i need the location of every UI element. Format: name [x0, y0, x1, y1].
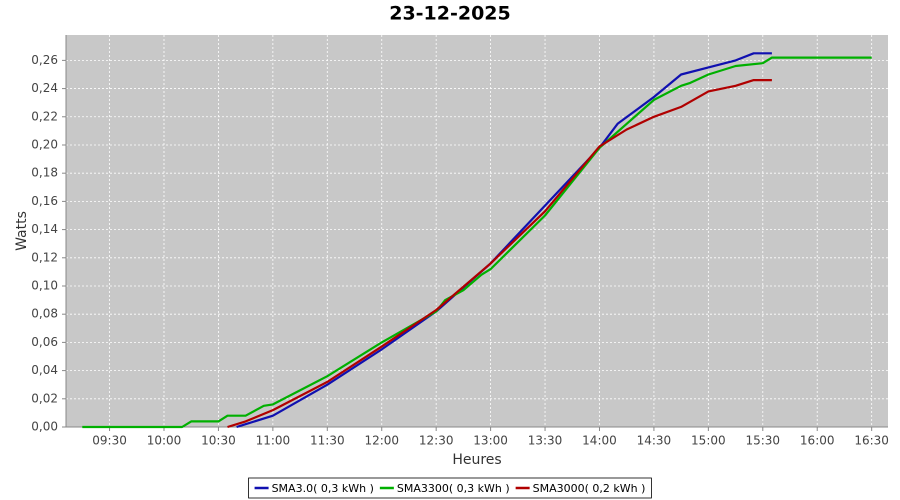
- x-tick-label: 14:30: [637, 434, 672, 448]
- x-tick-label: 16:30: [854, 434, 889, 448]
- y-tick-label: 0,22: [31, 109, 58, 123]
- x-tick-label: 09:30: [92, 434, 127, 448]
- x-tick-label: 14:00: [582, 434, 617, 448]
- y-tick-label: 0,18: [31, 166, 58, 180]
- plot-area: [66, 35, 888, 427]
- y-tick-label: 0,00: [31, 420, 58, 434]
- y-tick-label: 0,10: [31, 278, 58, 292]
- legend-label: SMA3300( 0,3 kWh ): [397, 482, 510, 495]
- x-tick-label: 15:00: [691, 434, 726, 448]
- x-tick-label: 16:00: [800, 434, 835, 448]
- y-tick-label: 0,16: [31, 194, 58, 208]
- x-tick-label: 11:00: [256, 434, 291, 448]
- y-tick-label: 0,14: [31, 222, 58, 236]
- x-tick-label: 10:00: [147, 434, 182, 448]
- y-tick-label: 0,20: [31, 137, 58, 151]
- y-axis-label: Watts: [14, 211, 30, 251]
- x-tick-label: 12:00: [364, 434, 399, 448]
- legend-items: SMA3.0( 0,3 kWh ) SMA3300( 0,3 kWh ) SMA30…: [254, 482, 646, 495]
- y-tick-label: 0,02: [31, 391, 58, 405]
- x-tick-label: 13:30: [528, 434, 563, 448]
- legend-label: SMA3.0( 0,3 kWh ): [272, 482, 374, 495]
- series-line: [227, 79, 772, 429]
- chart-title: 23-12-2025: [389, 3, 511, 25]
- legend-label: SMA3000( 0,2 kWh ): [533, 482, 646, 495]
- x-tick-label: 10:30: [201, 434, 236, 448]
- y-tick-label: 0,08: [31, 307, 58, 321]
- y-tick-label: 0,06: [31, 335, 58, 349]
- series-line: [236, 52, 772, 429]
- x-tick-label: 15:30: [745, 434, 780, 448]
- y-tick-label: 0,04: [31, 363, 58, 377]
- series-line: [82, 56, 872, 429]
- y-tick-label: 0,12: [31, 250, 58, 264]
- x-axis-label: Heures: [452, 452, 501, 468]
- x-tick-label: 13:00: [473, 434, 508, 448]
- legend: [248, 477, 652, 499]
- y-tick-label: 0,24: [31, 81, 58, 95]
- y-tick-label: 0,26: [31, 53, 58, 67]
- x-tick-label: 12:30: [419, 434, 454, 448]
- x-tick-label: 11:30: [310, 434, 345, 448]
